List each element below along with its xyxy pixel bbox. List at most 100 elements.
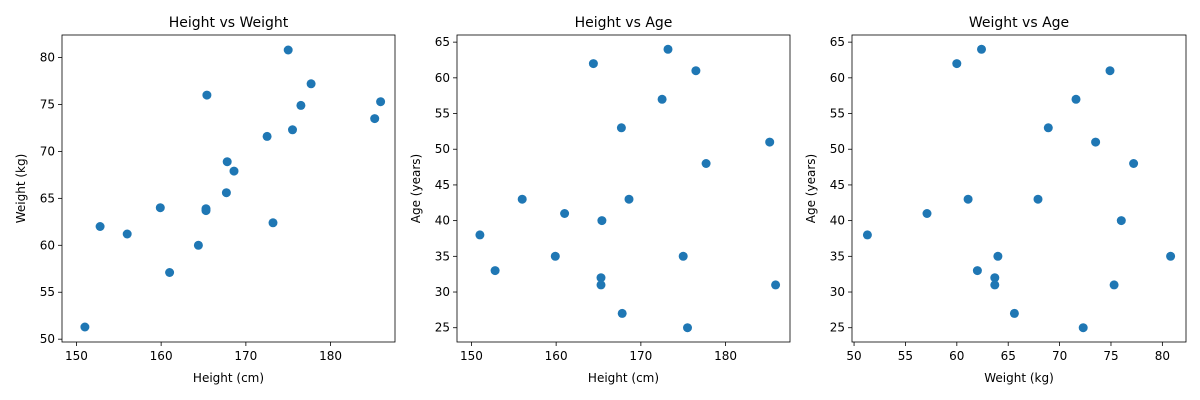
y-tick-label: 60 <box>435 71 450 85</box>
y-tick-label: 65 <box>435 35 450 49</box>
data-point <box>1109 280 1119 290</box>
data-point <box>1091 137 1101 147</box>
data-point <box>560 209 570 218</box>
data-point <box>663 44 673 54</box>
y-tick-label: 55 <box>40 285 55 299</box>
chart-panel-2: 150 160 170 180 25 30 35 40 45 50 55 60 65 Height vs … <box>409 15 791 385</box>
data-point <box>952 59 962 69</box>
x-tick-label: 180 <box>714 349 737 363</box>
data-point <box>963 194 973 204</box>
data-point <box>221 188 231 198</box>
data-point <box>596 280 606 290</box>
data-point <box>990 280 1000 290</box>
data-point <box>616 123 626 133</box>
y-axis-label: Weight (kg) <box>14 154 28 224</box>
data-point <box>306 79 316 89</box>
data-point <box>657 94 667 104</box>
chart-title: Height vs Age <box>575 15 673 31</box>
data-point <box>517 194 527 204</box>
y-tick-label: 25 <box>435 321 450 335</box>
y-tick-label: 50 <box>40 332 55 346</box>
data-point <box>268 218 278 228</box>
x-tick-label: 70 <box>1052 349 1067 363</box>
data-point <box>1078 323 1088 333</box>
data-point <box>229 166 239 176</box>
x-tick-label: 80 <box>1155 349 1170 363</box>
y-tick-label: 65 <box>830 35 845 49</box>
y-tick-label: 45 <box>830 178 845 192</box>
data-point <box>862 230 872 240</box>
data-point <box>475 230 485 240</box>
data-point <box>165 268 175 277</box>
plot-frame <box>851 34 1187 343</box>
plot-frame <box>61 34 396 343</box>
data-point <box>201 204 211 214</box>
y-tick-label: 40 <box>435 214 450 228</box>
data-point <box>972 266 982 276</box>
y-tick-label: 55 <box>830 107 845 121</box>
x-axis-label: Height (cm) <box>193 371 264 385</box>
x-axis-label: Height (cm) <box>588 371 659 385</box>
data-point <box>1043 123 1053 133</box>
data-point <box>624 194 634 204</box>
data-point <box>617 308 627 318</box>
chart-panel-1: 150 160 170 180 50 55 60 65 70 75 80 Height vs Weig… <box>14 15 396 385</box>
data-point <box>922 209 932 218</box>
x-tick-label: 150 <box>65 349 88 363</box>
data-point <box>701 159 711 168</box>
x-tick-label: 150 <box>460 349 483 363</box>
x-tick-label: 75 <box>1103 349 1118 363</box>
x-tick-label: 55 <box>898 349 913 363</box>
chart-panel-3: 50 55 60 65 70 75 80 25 30 35 40 45 50 55 60 65 Weight v… <box>804 15 1187 385</box>
y-tick-label: 45 <box>435 178 450 192</box>
data-point <box>296 100 306 110</box>
x-tick-label: 180 <box>319 349 342 363</box>
data-point <box>596 273 606 283</box>
data-point <box>222 157 232 167</box>
data-point <box>993 251 1003 261</box>
chart-title: Height vs Weight <box>169 15 289 31</box>
data-point <box>765 137 775 147</box>
x-tick-label: 65 <box>1001 349 1016 363</box>
data-point <box>1166 251 1176 261</box>
data-point <box>597 216 607 226</box>
data-point <box>122 229 132 239</box>
data-point <box>95 222 105 231</box>
y-axis-label: Age (years) <box>409 154 423 223</box>
y-tick-label: 40 <box>830 214 845 228</box>
y-tick-label: 65 <box>40 191 55 205</box>
data-point <box>80 322 90 332</box>
data-point <box>283 45 293 55</box>
y-tick-label: 30 <box>435 285 450 299</box>
y-tick-label: 70 <box>40 144 55 158</box>
data-point <box>288 125 297 135</box>
y-tick-label: 50 <box>830 142 845 156</box>
data-point <box>1071 94 1081 104</box>
x-tick-label: 60 <box>949 349 964 363</box>
y-tick-label: 80 <box>40 51 55 65</box>
x-tick-label: 50 <box>846 349 861 363</box>
y-tick-label: 75 <box>40 97 55 111</box>
y-tick-label: 60 <box>830 71 845 85</box>
y-tick-label: 30 <box>830 285 845 299</box>
chart-title: Weight vs Age <box>969 15 1069 31</box>
data-point <box>193 240 203 250</box>
data-point <box>155 203 165 213</box>
data-point <box>1129 159 1139 168</box>
plot-frame <box>456 34 791 343</box>
data-point <box>691 66 701 76</box>
y-tick-label: 35 <box>830 249 845 263</box>
x-tick-label: 170 <box>234 349 257 363</box>
data-point <box>990 273 1000 283</box>
data-point <box>550 251 560 261</box>
data-point <box>1033 194 1043 204</box>
data-point <box>977 44 986 54</box>
y-tick-label: 60 <box>40 238 55 252</box>
y-tick-label: 25 <box>830 321 845 335</box>
y-axis-label: Age (years) <box>804 154 818 223</box>
x-axis-label: Weight (kg) <box>984 371 1054 385</box>
data-point <box>370 114 380 124</box>
data-point <box>1116 216 1126 226</box>
data-point <box>376 97 386 107</box>
y-tick-label: 35 <box>435 249 450 263</box>
